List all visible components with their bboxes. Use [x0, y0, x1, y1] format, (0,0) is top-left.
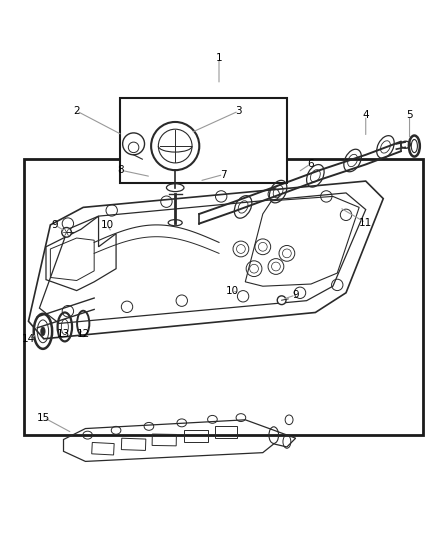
Text: 12: 12: [77, 329, 90, 340]
Bar: [120, 98, 287, 183]
Text: 15: 15: [37, 413, 50, 423]
Text: 3: 3: [235, 106, 242, 116]
Text: 1: 1: [215, 53, 223, 63]
Circle shape: [62, 228, 71, 237]
Text: 7: 7: [220, 169, 227, 180]
Text: 14: 14: [22, 334, 35, 344]
Ellipse shape: [41, 327, 45, 336]
Text: 11: 11: [359, 217, 372, 228]
Text: 4: 4: [362, 110, 369, 120]
Text: 6: 6: [307, 159, 314, 168]
Circle shape: [277, 296, 286, 304]
Text: 2: 2: [73, 106, 80, 116]
Text: 13: 13: [57, 329, 70, 340]
Bar: [24, 159, 423, 435]
Text: 9: 9: [51, 220, 58, 230]
Text: 9: 9: [292, 290, 299, 300]
Text: 5: 5: [406, 110, 413, 120]
Text: 10: 10: [226, 286, 239, 296]
Text: 10: 10: [101, 220, 114, 230]
Text: 8: 8: [117, 165, 124, 175]
